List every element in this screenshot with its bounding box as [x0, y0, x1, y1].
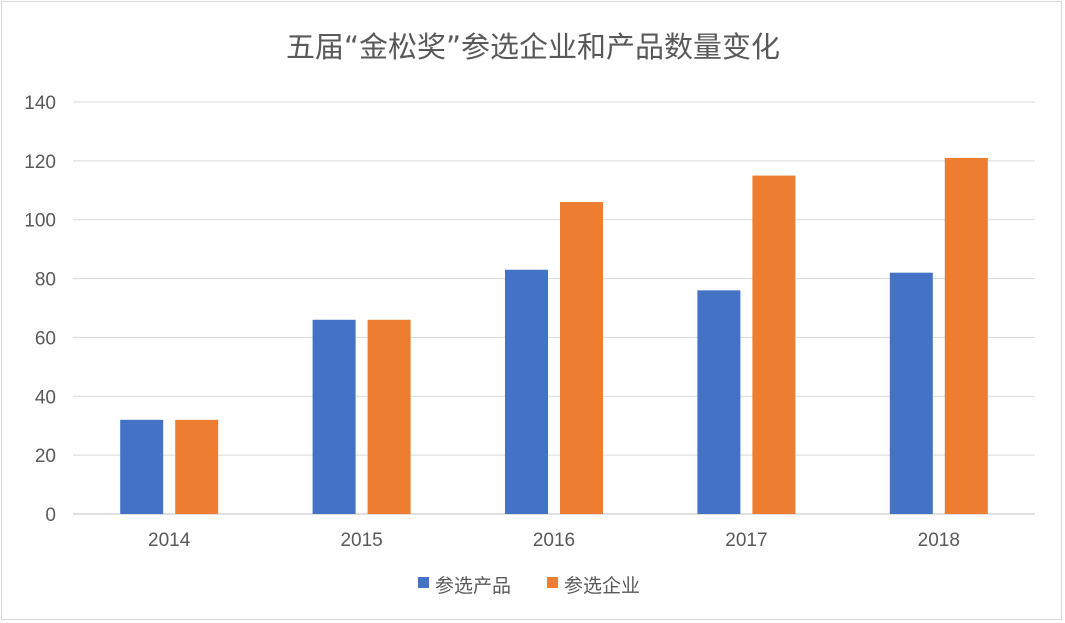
bar-参选产品-2016: [505, 269, 548, 514]
bars: [120, 157, 988, 515]
gridlines: [73, 101, 1035, 515]
x-tick-label: 2014: [148, 530, 191, 551]
bar-参选企业-2014: [175, 419, 219, 514]
y-tick-label: 140: [24, 93, 56, 114]
y-tick-label: 80: [35, 270, 56, 291]
bar-参选企业-2017: [752, 175, 796, 515]
legend-swatch: [418, 577, 429, 588]
bar-参选产品-2017: [697, 290, 741, 514]
x-tick-label: 2015: [340, 530, 382, 551]
x-tick-label: 2018: [918, 530, 960, 551]
legend-swatch: [547, 577, 558, 588]
y-tick-label: 40: [35, 387, 56, 408]
bar-参选企业-2018: [944, 157, 988, 514]
x-axis-ticks: 2014 2015 2016 2017 2018: [148, 530, 960, 551]
chart-title: 五届“金松奖”参选企业和产品数量变化: [286, 30, 780, 64]
y-tick-label: 0: [45, 505, 56, 526]
y-tick-label: 120: [24, 152, 56, 173]
bar-参选产品-2014: [120, 419, 164, 514]
y-axis-ticks: 0 20 40 60 80 100 120 140: [24, 93, 56, 526]
legend-label: 参选产品: [435, 575, 511, 597]
x-tick-label: 2017: [725, 530, 767, 551]
bar-参选企业-2015: [367, 319, 411, 514]
y-tick-label: 100: [24, 211, 56, 232]
y-tick-label: 20: [35, 446, 56, 467]
bar-参选产品-2015: [312, 319, 356, 514]
legend: 参选产品 参选企业: [418, 575, 640, 597]
bar-参选产品-2018: [889, 272, 933, 514]
y-tick-label: 60: [35, 328, 56, 349]
x-tick-label: 2016: [533, 530, 575, 551]
legend-label: 参选企业: [564, 575, 640, 597]
bar-参选企业-2016: [560, 202, 603, 515]
